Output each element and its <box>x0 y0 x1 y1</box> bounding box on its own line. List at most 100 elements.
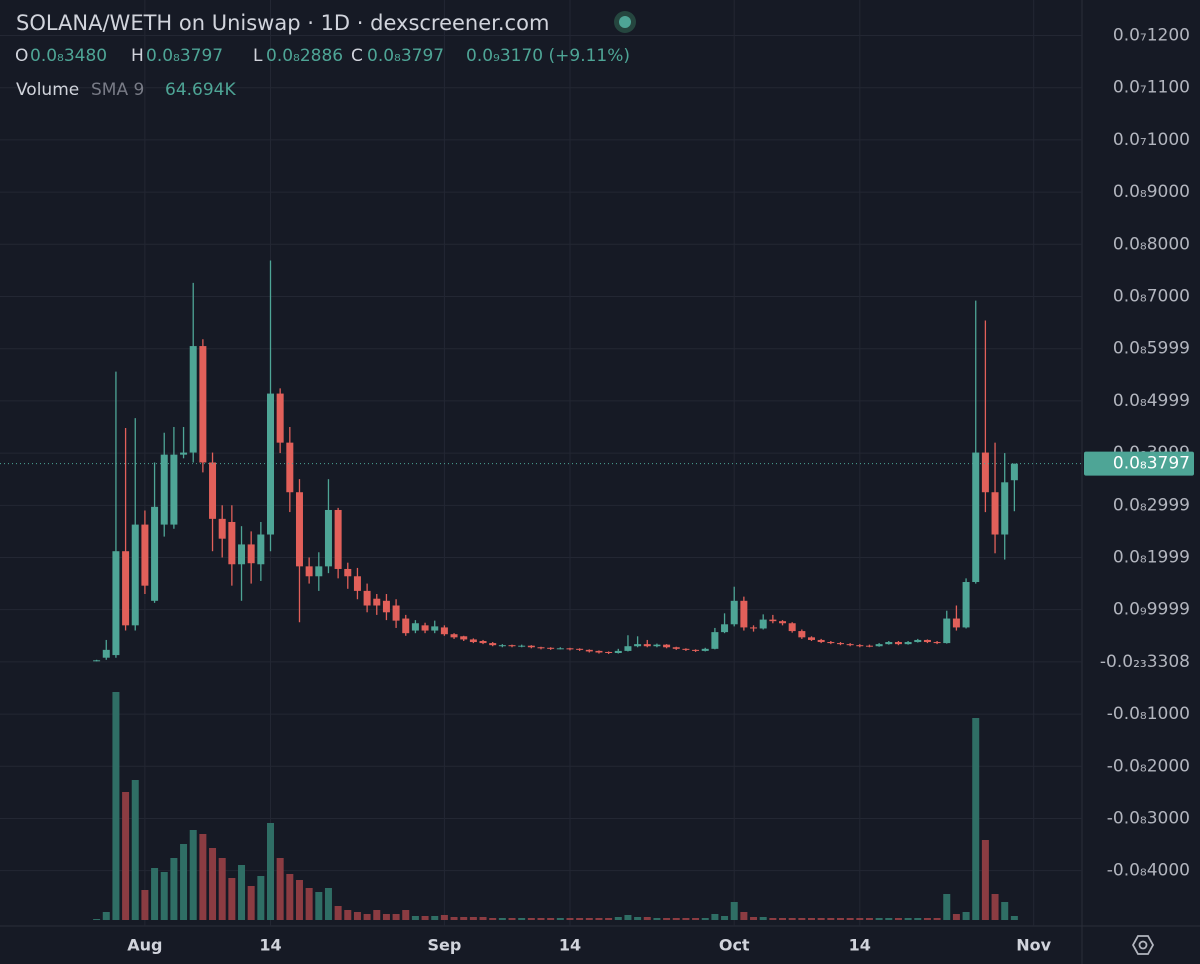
y-tick-label: 0.0₈1999 <box>1113 548 1190 568</box>
volume-label: Volume <box>16 80 79 100</box>
volume-bar <box>885 918 893 920</box>
volume-bar <box>817 918 825 920</box>
candle-body <box>353 576 361 591</box>
volume-bar <box>962 912 970 920</box>
volume-bar <box>479 917 487 920</box>
volume-bar <box>518 918 526 920</box>
volume-bar <box>740 912 748 920</box>
candle-body <box>102 649 110 658</box>
volume-bar <box>363 914 371 920</box>
candle-body <box>440 627 448 635</box>
candle-body <box>981 452 989 493</box>
volume-bar <box>353 912 361 920</box>
volume-bar <box>199 834 207 920</box>
candle-body <box>122 551 130 626</box>
volume-bar <box>489 918 497 920</box>
candle-body <box>257 534 265 565</box>
volume-bar <box>508 918 516 920</box>
volume-bar <box>605 918 613 920</box>
volume-bar <box>527 918 535 920</box>
last-price-box <box>1084 451 1194 476</box>
candle-body <box>779 621 787 624</box>
volume-bar <box>286 874 294 920</box>
settings-icon[interactable] <box>1131 935 1155 955</box>
volume-bar <box>247 886 255 920</box>
last-price-label: 0.0₈3797 <box>1113 454 1190 474</box>
candle-body <box>875 644 883 647</box>
candle-body <box>952 618 960 628</box>
candle-body <box>865 645 873 647</box>
chart-title: SOLANA/WETH on Uniswap · 1D · dexscreene… <box>16 11 549 35</box>
volume-bar <box>180 844 188 920</box>
volume-bar <box>692 918 700 920</box>
volume-bar <box>759 917 767 920</box>
y-tick-label: 0.0₈2999 <box>1113 495 1190 515</box>
candle-body <box>315 566 323 577</box>
candle-body <box>170 454 178 525</box>
volume-bar <box>904 918 912 920</box>
volume-bar <box>131 780 139 920</box>
volume-bar <box>460 917 468 920</box>
x-tick-label: Sep <box>427 936 461 955</box>
y-tick-label: 0.0₈5999 <box>1113 339 1190 359</box>
candle-body <box>160 454 168 525</box>
status-dot <box>619 16 631 28</box>
candle-body <box>267 393 274 535</box>
x-tick-label: 14 <box>849 936 871 955</box>
candle-body <box>885 642 893 645</box>
candle-body <box>1001 482 1009 535</box>
volume-bar <box>943 894 951 920</box>
candle-body <box>238 544 246 565</box>
candle-body <box>295 492 303 567</box>
candle-body <box>276 393 284 443</box>
volume-bar <box>769 918 777 920</box>
open-value: 0.0₈3480 <box>30 46 107 66</box>
volume-pane <box>93 692 1018 920</box>
candle-body <box>131 524 139 626</box>
y-tick-label: 0.0₈7000 <box>1113 286 1190 306</box>
candle-body <box>382 600 390 613</box>
candle-body <box>972 452 980 583</box>
candle-body <box>324 509 332 567</box>
candle-body <box>798 631 806 638</box>
volume-bar <box>218 858 226 920</box>
candle-body <box>1010 463 1018 481</box>
volume-bar <box>894 918 902 920</box>
candle-body <box>189 346 197 453</box>
volume-bar <box>914 918 922 920</box>
candle-body <box>653 644 661 647</box>
volume-bar <box>440 915 448 920</box>
volume-bar <box>160 872 168 920</box>
candle-body <box>93 660 101 662</box>
volume-bar <box>498 918 506 920</box>
volume-bar <box>933 918 941 920</box>
volume-bar <box>170 858 178 920</box>
volume-bar <box>209 848 217 920</box>
candle-body <box>518 645 526 647</box>
candle-body <box>392 605 400 621</box>
candle-body <box>151 506 159 601</box>
volume-bar <box>798 918 806 920</box>
low-label: L <box>253 46 263 66</box>
change-value: 0.0₉3170 (+9.11%) <box>466 46 630 66</box>
volume-bar <box>112 692 120 920</box>
y-tick-label: -0.0₈2000 <box>1107 756 1190 776</box>
volume-bar <box>295 880 303 920</box>
volume-bar <box>93 919 101 920</box>
volume-bar <box>865 918 873 920</box>
candle-body <box>489 643 497 646</box>
y-tick-label: -0.0₈3000 <box>1107 808 1190 828</box>
volume-bar <box>682 918 690 920</box>
candle-body <box>769 619 777 622</box>
candle-body <box>180 452 188 455</box>
volume-bar <box>779 918 787 920</box>
candle-body <box>856 645 864 647</box>
y-tick-label: 0.0₇1000 <box>1113 130 1190 150</box>
volume-bar <box>1010 916 1018 920</box>
candle-body <box>643 644 651 647</box>
candle-body <box>460 636 468 640</box>
volume-bar <box>344 910 352 920</box>
volume-bar <box>431 916 439 920</box>
